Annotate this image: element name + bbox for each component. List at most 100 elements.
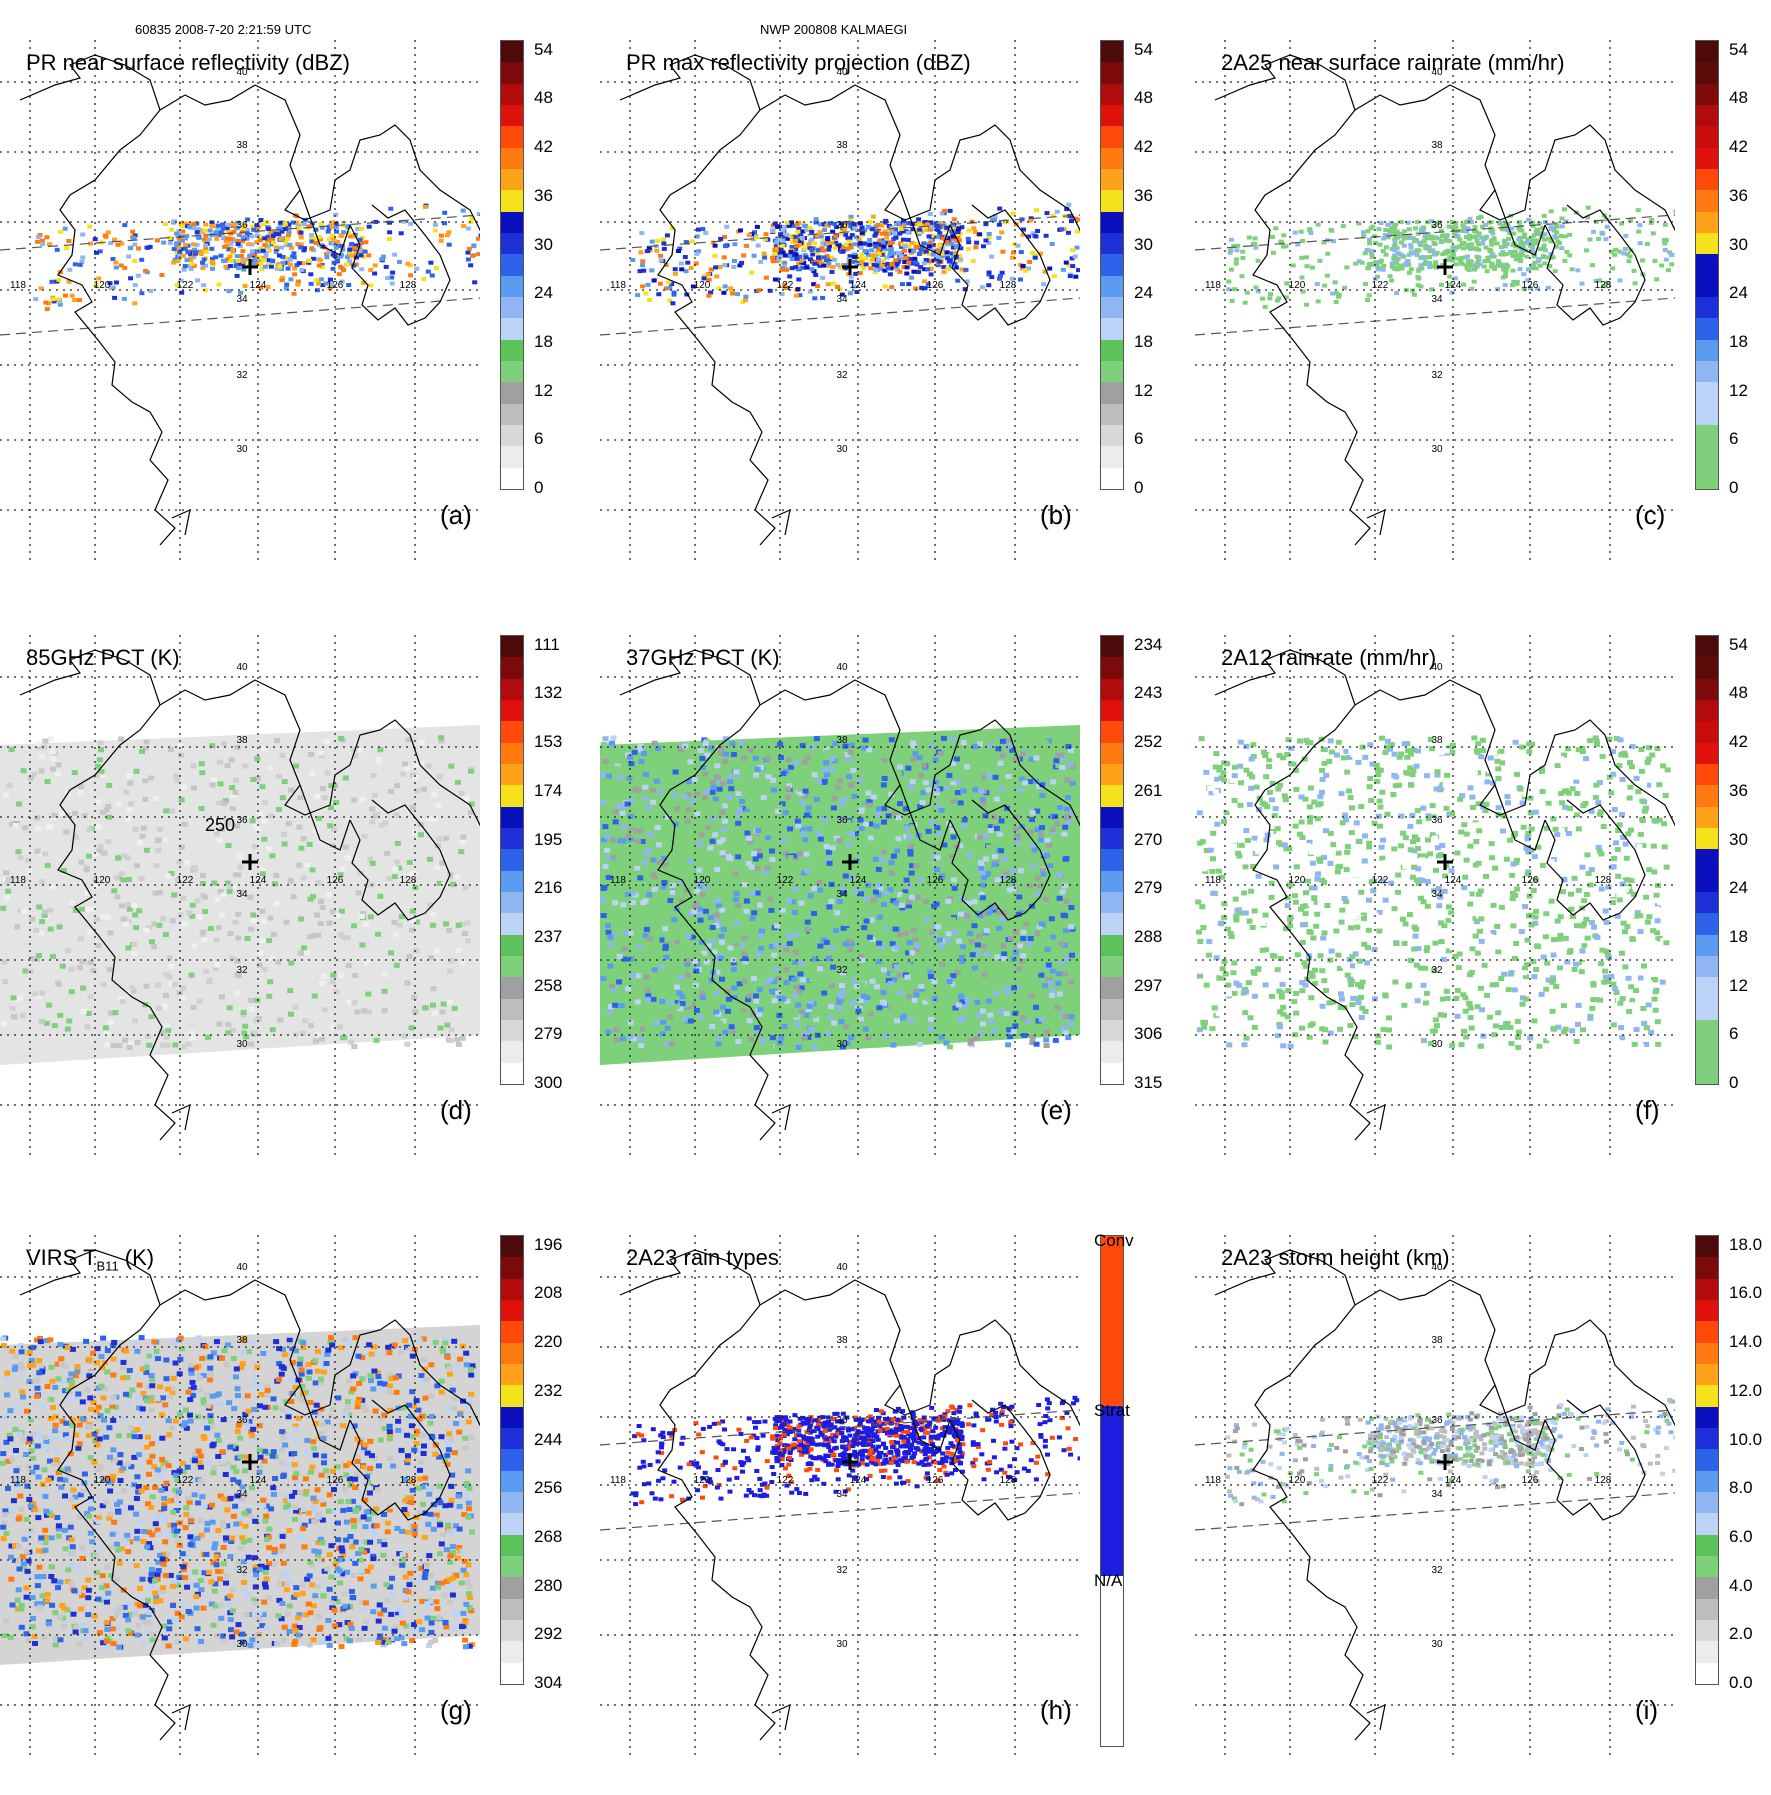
- colorbar-segment: [1101, 999, 1123, 1020]
- colorbar-segment: [1696, 148, 1718, 169]
- colorbar-segment: [1696, 1385, 1718, 1406]
- colorbar-segment: [1101, 679, 1123, 700]
- lat-label: 34: [236, 294, 248, 305]
- colorbar-segment: [501, 148, 523, 169]
- lon-label: 122: [777, 280, 794, 291]
- colorbar-tick-label: 288: [1134, 927, 1162, 947]
- colorbar-segment: [1696, 1041, 1718, 1062]
- colorbar-segment: [501, 871, 523, 892]
- lat-label: 36: [236, 815, 248, 826]
- colorbar-segment: [1696, 446, 1718, 467]
- lat-label: 32: [236, 370, 248, 381]
- lat-label: 34: [236, 889, 248, 900]
- colorbar-tick-label: 292: [534, 1624, 562, 1644]
- colorbar-segment: [1101, 105, 1123, 126]
- panel-letter: (e): [1040, 1095, 1072, 1126]
- colorbar: [1100, 40, 1124, 490]
- lat-label: 36: [836, 220, 848, 231]
- category-segment: [1101, 1236, 1123, 1406]
- colorbar: [1100, 635, 1124, 1085]
- colorbar-segment: [501, 297, 523, 318]
- colorbar-segment: [1101, 849, 1123, 870]
- colorbar-segment: [501, 935, 523, 956]
- colorbar-tick-label: 279: [534, 1024, 562, 1044]
- colorbar-segment: [501, 1449, 523, 1470]
- lon-label: 124: [250, 1475, 267, 1486]
- colorbar-segment: [501, 276, 523, 297]
- colorbar-segment: [501, 233, 523, 254]
- colorbar-segment: [501, 721, 523, 742]
- colorbar-tick-label: 18.0: [1729, 1235, 1762, 1255]
- lat-label: 30: [1431, 1039, 1443, 1050]
- category-segment: [1101, 1576, 1123, 1746]
- colorbar-segment: [1101, 1020, 1123, 1041]
- colorbar-segment: [501, 1535, 523, 1556]
- panel-title-unit: (K): [119, 1245, 154, 1270]
- lon-label: 124: [850, 875, 867, 886]
- colorbar-segment: [501, 956, 523, 977]
- colorbar-segment: [1101, 169, 1123, 190]
- colorbar-segment: [501, 999, 523, 1020]
- lat-label: 30: [836, 1039, 848, 1050]
- colorbar-segment: [1696, 254, 1718, 275]
- colorbar-segment: [501, 1279, 523, 1300]
- colorbar-tick-label: 6: [1729, 429, 1738, 449]
- colorbar-segment: [1696, 892, 1718, 913]
- colorbar-tick-label: 30: [1134, 235, 1153, 255]
- colorbar-tick-label: 42: [1729, 732, 1748, 752]
- colorbar-tick-label: 12: [1729, 976, 1748, 996]
- lon-label: 118: [1205, 280, 1221, 291]
- lon-label: 128: [1000, 875, 1017, 886]
- colorbar-segment: [1696, 700, 1718, 721]
- colorbar: [1695, 40, 1719, 490]
- colorbar-tick-label: 18: [1729, 332, 1748, 352]
- colorbar-segment: [1696, 41, 1718, 62]
- colorbar-segment: [1696, 636, 1718, 657]
- panel-title: 2A12 rainrate (mm/hr): [1221, 645, 1436, 671]
- colorbar-tick-label: 18: [1729, 927, 1748, 947]
- colorbar-segment: [1101, 382, 1123, 403]
- colorbar-segment: [1101, 446, 1123, 467]
- colorbar-segment: [1696, 62, 1718, 83]
- colorbar-segment: [1696, 1471, 1718, 1492]
- lat-label: 38: [1431, 140, 1443, 151]
- colorbar-segment: [501, 1364, 523, 1385]
- colorbar-segment: [501, 425, 523, 446]
- colorbar-segment: [501, 828, 523, 849]
- panel-letter: (g): [440, 1695, 472, 1726]
- colorbar-segment: [501, 105, 523, 126]
- panel-letter: (h): [1040, 1695, 1072, 1726]
- colorbar-segment: [1101, 148, 1123, 169]
- colorbar-tick-label: 16.0: [1729, 1283, 1762, 1303]
- colorbar-segment: [1101, 41, 1123, 62]
- colorbar-segment: [1696, 1663, 1718, 1684]
- colorbar-segment: [1696, 1556, 1718, 1577]
- category-label: Strat: [1094, 1401, 1130, 1421]
- panel-title-subscript: B11: [97, 1258, 119, 1273]
- lon-label: 128: [1595, 280, 1612, 291]
- lon-label: 120: [1289, 1475, 1306, 1486]
- panel-title: 2A23 rain types: [626, 1245, 779, 1271]
- lat-label: 38: [236, 735, 248, 746]
- colorbar-tick-label: 42: [1134, 137, 1153, 157]
- lon-label: 118: [1205, 1475, 1221, 1486]
- colorbar-tick-label: 42: [1729, 137, 1748, 157]
- lon-label: 120: [694, 280, 711, 291]
- colorbar-segment: [1101, 913, 1123, 934]
- lon-label: 118: [610, 280, 626, 291]
- colorbar-tick-label: 256: [534, 1478, 562, 1498]
- coastline: [1215, 1250, 1675, 1740]
- colorbar-segment: [501, 340, 523, 361]
- colorbar-tick-label: 30: [534, 235, 553, 255]
- panel-letter: (d): [440, 1095, 472, 1126]
- lat-label: 32: [836, 965, 848, 976]
- colorbar-segment: [501, 1343, 523, 1364]
- colorbar-segment: [1696, 1321, 1718, 1342]
- colorbar-segment: [501, 382, 523, 403]
- lon-label: 126: [1522, 1475, 1539, 1486]
- colorbar-tick-label: 132: [534, 683, 562, 703]
